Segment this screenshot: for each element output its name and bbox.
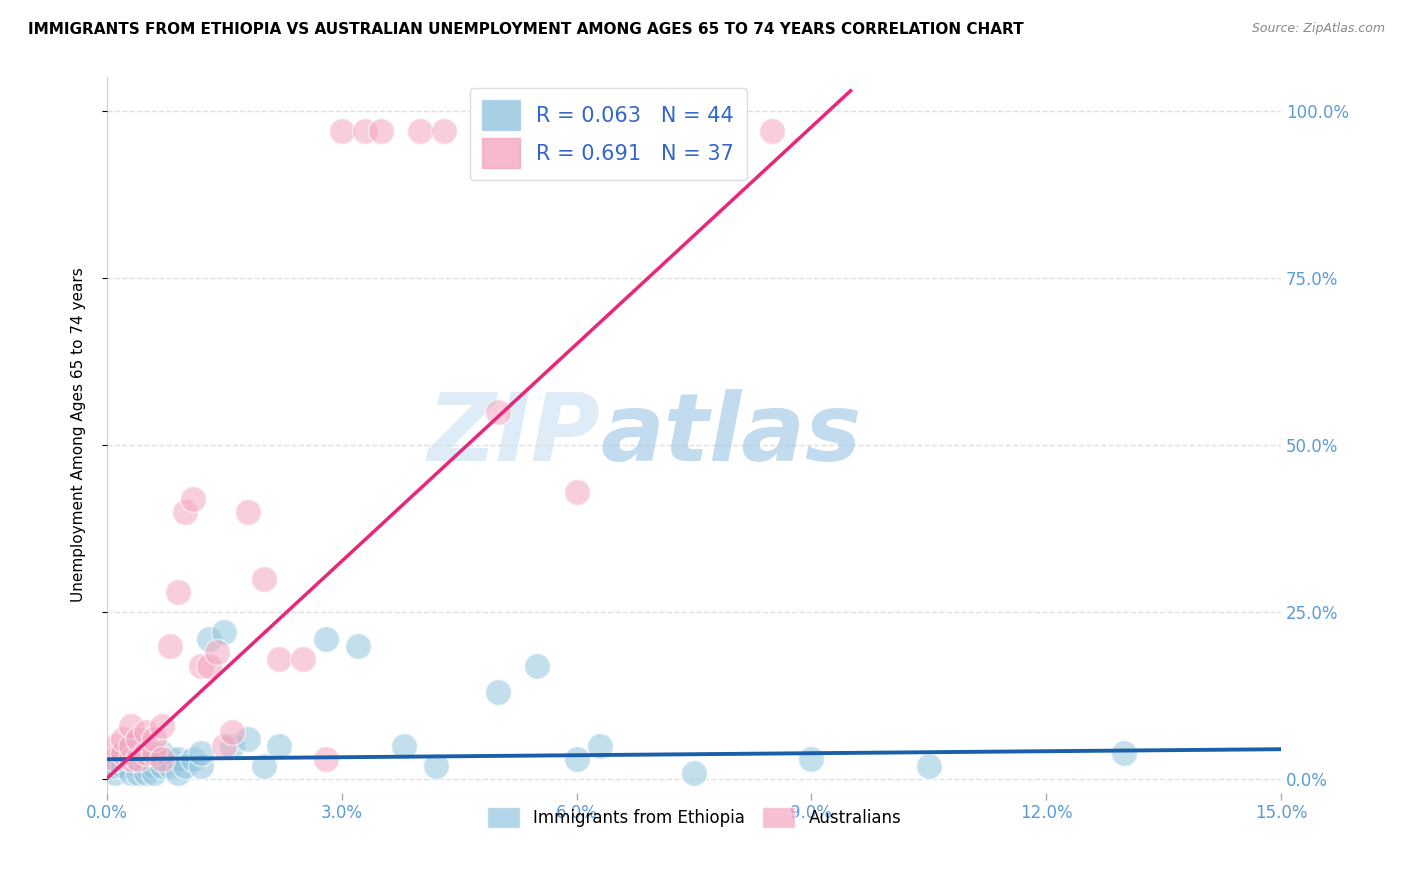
Point xyxy=(370,124,392,138)
Point xyxy=(111,746,134,760)
Point xyxy=(269,652,291,666)
Point xyxy=(120,765,142,780)
Point xyxy=(486,404,509,418)
Point xyxy=(159,752,181,766)
Point xyxy=(111,732,134,747)
Point xyxy=(330,124,353,138)
Point xyxy=(354,124,377,138)
Point xyxy=(150,719,173,733)
Point xyxy=(150,759,173,773)
Point xyxy=(143,752,166,766)
Point xyxy=(111,746,134,760)
Point xyxy=(127,732,149,747)
Point xyxy=(166,585,188,599)
Text: atlas: atlas xyxy=(600,389,862,481)
Y-axis label: Unemployment Among Ages 65 to 74 years: Unemployment Among Ages 65 to 74 years xyxy=(72,268,86,602)
Point xyxy=(120,752,142,766)
Point xyxy=(291,652,314,666)
Point xyxy=(135,759,157,773)
Point xyxy=(269,739,291,753)
Point xyxy=(181,491,204,506)
Point xyxy=(174,505,197,519)
Point xyxy=(252,759,274,773)
Point xyxy=(190,759,212,773)
Point xyxy=(221,739,243,753)
Point xyxy=(111,759,134,773)
Point xyxy=(221,725,243,739)
Point xyxy=(166,752,188,766)
Point xyxy=(104,759,127,773)
Text: IMMIGRANTS FROM ETHIOPIA VS AUSTRALIAN UNEMPLOYMENT AMONG AGES 65 TO 74 YEARS CO: IMMIGRANTS FROM ETHIOPIA VS AUSTRALIAN U… xyxy=(28,22,1024,37)
Point xyxy=(198,632,221,646)
Point xyxy=(135,725,157,739)
Point xyxy=(190,746,212,760)
Point xyxy=(236,505,259,519)
Point xyxy=(127,765,149,780)
Point xyxy=(918,759,941,773)
Point xyxy=(236,732,259,747)
Point xyxy=(761,124,783,138)
Point xyxy=(486,685,509,699)
Point xyxy=(174,759,197,773)
Point xyxy=(143,732,166,747)
Point xyxy=(150,752,173,766)
Point xyxy=(104,765,127,780)
Point xyxy=(159,759,181,773)
Point xyxy=(589,739,612,753)
Point xyxy=(432,124,454,138)
Point xyxy=(127,746,149,760)
Point xyxy=(120,719,142,733)
Point xyxy=(214,625,236,640)
Point xyxy=(565,752,588,766)
Point xyxy=(120,739,142,753)
Point xyxy=(205,645,228,659)
Point xyxy=(143,746,166,760)
Point xyxy=(800,752,823,766)
Point xyxy=(394,739,416,753)
Point xyxy=(252,572,274,586)
Point xyxy=(683,765,706,780)
Text: ZIP: ZIP xyxy=(427,389,600,481)
Point xyxy=(315,752,337,766)
Point xyxy=(166,765,188,780)
Point xyxy=(1114,746,1136,760)
Point xyxy=(181,752,204,766)
Point xyxy=(135,765,157,780)
Point xyxy=(104,752,127,766)
Point xyxy=(135,746,157,760)
Point xyxy=(120,752,142,766)
Point xyxy=(425,759,447,773)
Point xyxy=(159,639,181,653)
Point xyxy=(315,632,337,646)
Legend: Immigrants from Ethiopia, Australians: Immigrants from Ethiopia, Australians xyxy=(479,801,908,834)
Point xyxy=(127,759,149,773)
Point xyxy=(120,739,142,753)
Point xyxy=(190,658,212,673)
Point xyxy=(135,752,157,766)
Point xyxy=(565,484,588,499)
Point xyxy=(198,658,221,673)
Point xyxy=(143,765,166,780)
Point xyxy=(127,752,149,766)
Point xyxy=(346,639,368,653)
Point xyxy=(104,739,127,753)
Point xyxy=(526,658,548,673)
Point xyxy=(214,739,236,753)
Point xyxy=(409,124,432,138)
Text: Source: ZipAtlas.com: Source: ZipAtlas.com xyxy=(1251,22,1385,36)
Point xyxy=(143,759,166,773)
Point xyxy=(150,746,173,760)
